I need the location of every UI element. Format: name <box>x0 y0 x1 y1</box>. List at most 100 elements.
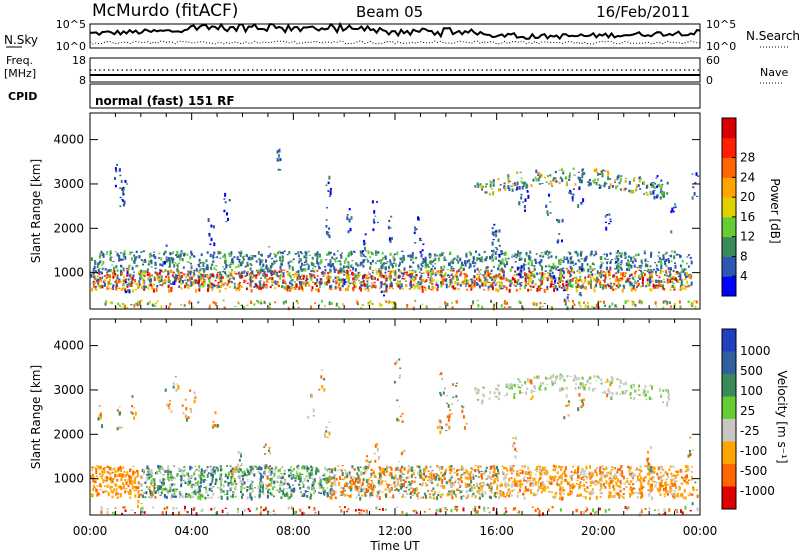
heatmap-cell <box>251 484 254 488</box>
heatmap-cell <box>314 253 317 257</box>
heatmap-cell <box>679 286 682 289</box>
heatmap-cell <box>118 257 121 262</box>
heatmap-cell <box>617 262 620 264</box>
heatmap-cell <box>526 190 529 193</box>
heatmap-cell <box>345 471 348 476</box>
heatmap-cell <box>257 467 260 470</box>
heatmap-cell <box>353 476 356 480</box>
heatmap-cell <box>194 477 197 481</box>
heatmap-cell <box>626 278 629 282</box>
heatmap-cell <box>650 185 653 188</box>
heatmap-cell <box>377 271 380 273</box>
heatmap-cell <box>184 279 186 281</box>
heatmap-cell <box>150 490 153 493</box>
heatmap-cell <box>210 487 213 490</box>
heatmap-cell <box>493 303 496 307</box>
heatmap-cell <box>451 491 454 493</box>
heatmap-cell <box>351 271 354 274</box>
heatmap-cell <box>276 476 279 480</box>
heatmap-cell <box>385 482 388 486</box>
heatmap-cell <box>617 254 620 257</box>
heatmap-cell <box>680 281 683 286</box>
freq-left-tick-top: 18 <box>72 54 86 67</box>
heatmap-cell <box>162 474 165 476</box>
heatmap-cell <box>205 479 208 482</box>
heatmap-cell <box>639 176 641 178</box>
heatmap-cell <box>116 275 119 280</box>
heatmap-cell <box>604 215 607 218</box>
heatmap-cell <box>287 469 290 471</box>
heatmap-cell <box>424 256 427 260</box>
heatmap-cell <box>273 473 276 477</box>
heatmap-cell <box>469 475 472 477</box>
heatmap-cell <box>265 265 268 270</box>
heatmap-cell <box>239 281 241 284</box>
heatmap-cell <box>150 481 153 485</box>
heatmap-cell <box>307 284 310 287</box>
heatmap-cell <box>141 274 143 276</box>
heatmap-cell <box>237 475 240 478</box>
heatmap-cell <box>580 279 583 283</box>
heatmap-cell <box>182 470 185 473</box>
heatmap-cell <box>208 232 211 236</box>
heatmap-cell <box>623 187 626 192</box>
heatmap-cell <box>633 284 636 288</box>
heatmap-cell <box>447 275 450 277</box>
heatmap-cell <box>105 253 108 255</box>
heatmap-cell <box>136 283 139 286</box>
heatmap-cell <box>431 261 434 263</box>
heatmap-cell <box>555 255 558 259</box>
heatmap-cell <box>244 275 247 277</box>
heatmap-cell <box>517 492 520 494</box>
heatmap-cell <box>334 474 337 477</box>
heatmap-cell <box>550 280 553 283</box>
heatmap-cell <box>133 271 135 273</box>
heatmap-cell <box>675 273 678 275</box>
heatmap-cell <box>458 489 461 491</box>
heatmap-cell <box>216 486 219 489</box>
heatmap-cell <box>578 272 581 274</box>
heatmap-cell <box>108 280 110 285</box>
heatmap-cell <box>462 269 465 271</box>
heatmap-cell <box>207 496 210 499</box>
heatmap-cell <box>429 281 432 284</box>
heatmap-cell <box>134 482 137 484</box>
heatmap-cell <box>164 487 167 490</box>
heatmap-cell <box>643 273 646 276</box>
heatmap-cell <box>316 258 319 261</box>
heatmap-cell <box>681 259 684 263</box>
heatmap-cell <box>159 276 162 280</box>
heatmap-cell <box>340 255 343 259</box>
heatmap-cell <box>581 172 584 175</box>
heatmap-cell <box>419 237 422 239</box>
heatmap-cell <box>265 273 268 277</box>
heatmap-cell <box>468 484 470 487</box>
heatmap-cell <box>340 268 343 271</box>
heatmap-cell <box>158 486 161 491</box>
heatmap-cell <box>116 274 119 277</box>
heatmap-cell <box>140 490 143 492</box>
heatmap-cell <box>156 272 159 276</box>
heatmap-cell <box>349 494 352 498</box>
heatmap-cell <box>436 464 439 468</box>
heatmap-cell <box>491 255 494 259</box>
heatmap-cell <box>200 273 203 276</box>
heatmap-cell <box>226 496 229 501</box>
heatmap-cell <box>238 288 241 291</box>
heatmap-cell <box>343 270 346 273</box>
heatmap-cell <box>585 286 588 290</box>
heatmap-cell <box>187 285 190 290</box>
heatmap-cell <box>199 496 202 501</box>
heatmap-cell <box>434 257 437 261</box>
heatmap-cell <box>374 215 377 217</box>
heatmap-cell <box>532 270 535 272</box>
heatmap-cell <box>213 283 216 288</box>
heatmap-cell <box>419 469 422 473</box>
heatmap-cell <box>189 280 192 283</box>
heatmap-cell <box>463 471 466 474</box>
heatmap-cell <box>122 203 125 207</box>
heatmap-cell <box>445 278 448 281</box>
heatmap-cell <box>305 257 308 261</box>
heatmap-cell <box>316 469 319 473</box>
heatmap-cell <box>475 282 478 286</box>
